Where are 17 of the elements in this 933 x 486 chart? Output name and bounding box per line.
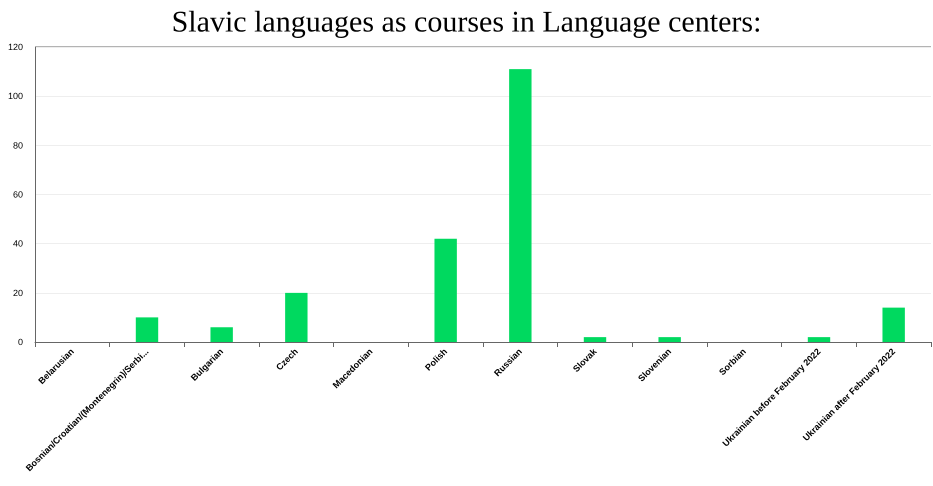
bar bbox=[210, 327, 233, 342]
y-tick-label: 0 bbox=[18, 337, 23, 347]
chart-title: Slavic languages as courses in Language centers: bbox=[172, 6, 762, 38]
bar bbox=[584, 337, 606, 342]
bar bbox=[882, 308, 905, 342]
bar bbox=[808, 337, 830, 342]
y-tick-label: 60 bbox=[12, 190, 23, 200]
y-tick-label: 20 bbox=[12, 288, 23, 298]
bar bbox=[136, 317, 158, 342]
bar bbox=[434, 238, 457, 342]
bar bbox=[658, 337, 681, 342]
y-tick-label: 40 bbox=[12, 238, 23, 249]
bar bbox=[509, 69, 532, 342]
bar bbox=[285, 292, 308, 342]
y-tick-label: 80 bbox=[12, 140, 23, 150]
y-tick-label: 120 bbox=[8, 42, 23, 52]
y-tick-label: 100 bbox=[8, 91, 23, 102]
